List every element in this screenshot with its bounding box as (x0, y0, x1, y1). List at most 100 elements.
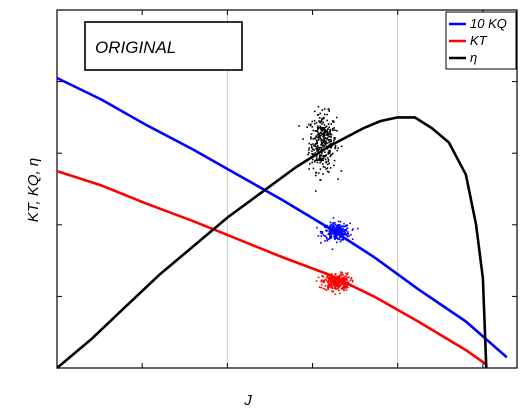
scatter-point (324, 158, 327, 161)
scatter-point (322, 287, 325, 290)
legend: 10 KQ KT η (445, 11, 517, 70)
scatter-point (321, 159, 324, 161)
scatter-point (328, 138, 331, 141)
scatter-point (312, 129, 315, 132)
scatter-point (333, 159, 336, 162)
scatter-point (338, 228, 341, 231)
scatter-point (323, 133, 325, 136)
scatter-point (321, 123, 323, 125)
scatter-point (332, 281, 335, 284)
scatter-point (313, 119, 316, 122)
scatter-point (328, 133, 331, 136)
scatter-point (326, 285, 329, 287)
scatter-point (320, 235, 323, 238)
scatter-point (350, 233, 352, 236)
scatter-point (326, 137, 329, 139)
scatter-point (335, 236, 338, 238)
scatter-point (321, 157, 324, 160)
scatter-point (343, 232, 345, 235)
scatter-point (342, 225, 344, 228)
scatter-point (334, 147, 336, 150)
scatter-point (317, 128, 319, 131)
scatter-point (306, 126, 308, 128)
scatter-point (317, 172, 320, 174)
scatter-point (319, 112, 322, 115)
scatter-point (328, 276, 331, 279)
scatter-point (346, 232, 348, 235)
scatter-point (329, 149, 331, 152)
scatter-point (352, 228, 354, 230)
scatter-point (336, 275, 338, 278)
scatter-point (342, 286, 345, 288)
scatter-point (311, 158, 314, 161)
scatter-point (315, 171, 318, 174)
scatter-point (328, 149, 330, 152)
scatter-point (320, 134, 322, 137)
scatter-point (324, 240, 326, 242)
scatter-point (340, 229, 342, 232)
scatter-point (320, 144, 322, 146)
scatter-point (326, 280, 329, 283)
scatter-point (324, 285, 327, 287)
scatter-point (324, 288, 326, 290)
scatter-point (330, 277, 332, 279)
scatter-point (316, 145, 319, 147)
scatter-point (327, 134, 329, 137)
scatter-point (323, 141, 325, 143)
scatter-point (321, 118, 323, 121)
scatter-point (325, 236, 328, 239)
scatter-point (321, 232, 323, 235)
scatter-point (318, 156, 321, 159)
scatter-point (327, 128, 329, 130)
scatter-point (318, 138, 320, 140)
scatter-point (327, 276, 329, 279)
scatter-point (320, 158, 323, 160)
scatter-point (326, 138, 328, 140)
scatter-point (329, 234, 332, 237)
scatter-point (318, 133, 321, 135)
scatter-point (344, 232, 346, 234)
scatter-point (327, 159, 330, 161)
scatter-point (325, 125, 328, 128)
scatter-point (316, 155, 318, 157)
scatter-point (315, 121, 318, 124)
scatter-point (312, 153, 314, 156)
scatter-point (320, 146, 322, 149)
scatter-point (334, 235, 337, 238)
scatter-point (330, 281, 332, 283)
scatter-point (345, 278, 347, 281)
scatter-point (342, 238, 344, 241)
tick-layer (56, 10, 517, 368)
scatter-point (313, 110, 316, 113)
annotation-box (84, 21, 243, 71)
scatter-point (322, 173, 324, 175)
scatter-point (332, 223, 334, 225)
scatter-point (331, 120, 334, 122)
scatter-point (321, 274, 323, 277)
scatter-point (308, 151, 310, 154)
scatter-point (329, 129, 331, 132)
scatter-point (339, 226, 342, 229)
scatter-point (342, 287, 344, 289)
scatter-point (322, 165, 325, 168)
scatter-point (324, 137, 327, 140)
scatter-point (334, 238, 336, 241)
scatter-point (345, 225, 348, 227)
scatter-point (338, 237, 341, 240)
scatter-point (323, 108, 326, 110)
scatter-point (337, 227, 340, 230)
scatter-point (341, 273, 343, 276)
scatter-point (317, 149, 320, 151)
scatter-point (322, 126, 325, 129)
scatter-point (318, 155, 321, 158)
scatter-point (333, 235, 336, 237)
scatter-point (345, 285, 348, 288)
scatter-point (330, 285, 333, 287)
scatter-point (343, 222, 345, 225)
scatter-point (327, 157, 329, 159)
scatter-point (316, 140, 318, 143)
scatter-point (324, 134, 326, 136)
scatter-point (331, 281, 334, 284)
scatter-point (336, 241, 338, 244)
scatter-point (340, 284, 343, 286)
